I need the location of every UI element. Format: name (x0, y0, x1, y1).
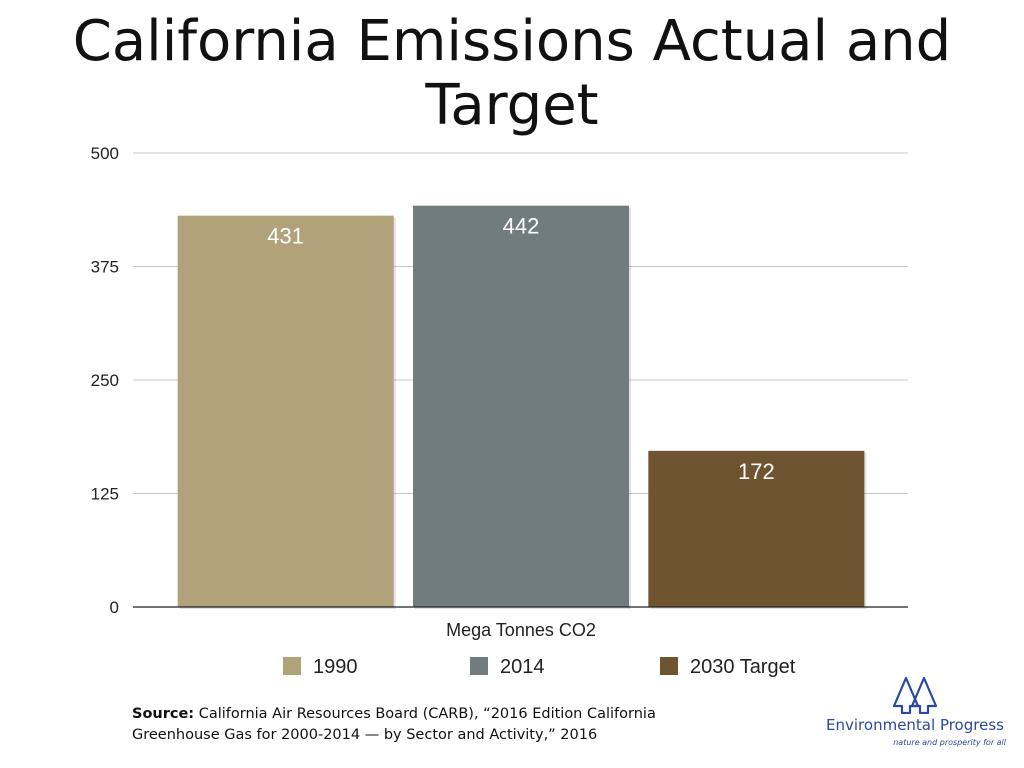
legend-label: 2014 (500, 656, 545, 678)
tree-logo-icon (892, 676, 938, 714)
legend-swatch (283, 657, 301, 675)
brand-tagline: nature and prosperity for all (893, 738, 1006, 747)
x-axis-label: Mega Tonnes CO2 (446, 620, 596, 640)
bar-value-label: 431 (267, 224, 304, 249)
bar-2030-target (648, 450, 865, 607)
brand-block: Environmental Progress nature and prospe… (820, 676, 1010, 756)
bar-value-label: 442 (503, 214, 540, 239)
legend-label: 1990 (313, 656, 358, 678)
y-tick-label: 500 (91, 144, 119, 163)
y-tick-label: 375 (91, 258, 119, 277)
source-prefix: Source: (132, 706, 195, 722)
y-tick-label: 0 (110, 598, 119, 617)
legend-swatch (470, 657, 488, 675)
legend: 1990 2014 2030 Target (283, 656, 796, 678)
bars (177, 205, 867, 610)
bar-2014 (413, 205, 629, 607)
bar-value-label: 172 (738, 459, 775, 484)
chart-title: California Emissions Actual and Target (72, 9, 952, 138)
legend-label: 2030 Target (690, 656, 796, 678)
source-citation: Source: California Air Resources Board (… (132, 704, 692, 746)
source-text: California Air Resources Board (CARB), “… (132, 706, 656, 743)
bar-labels: 431 442 172 (267, 214, 774, 484)
brand-name: Environmental Progress (826, 716, 1004, 734)
bar-1990 (177, 215, 394, 608)
y-axis-ticks: 0 125 250 375 500 (91, 144, 119, 617)
y-tick-label: 250 (91, 371, 119, 390)
y-tick-label: 125 (91, 485, 119, 504)
legend-swatch (660, 657, 678, 675)
